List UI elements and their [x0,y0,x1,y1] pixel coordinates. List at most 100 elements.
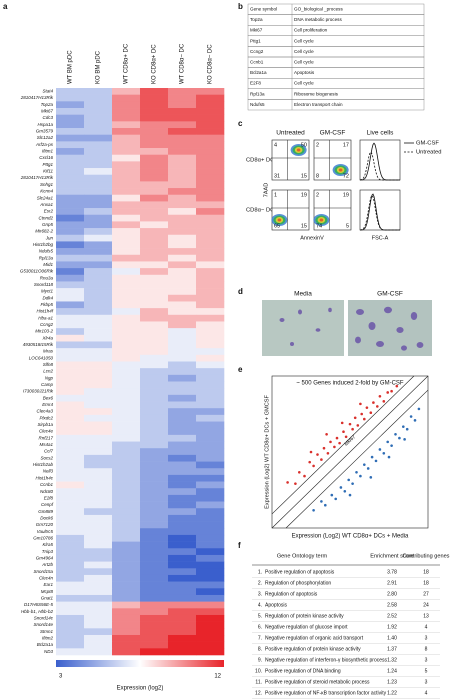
heatmap-cell [112,261,141,269]
heatmap-cell [112,634,141,642]
heatmap-cell [196,108,225,115]
heatmap-cell [196,401,225,409]
colorbar-label: Expression (log2) [117,686,164,692]
cell [355,336,361,344]
cells [279,306,424,351]
heatmap-cell [140,461,169,469]
scatter-point [363,463,366,466]
row-number: 3. [258,591,262,597]
gene-label: Vaultrc5 [37,529,54,534]
heatmap-cell [168,548,197,556]
heatmap-cell [140,221,169,229]
heatmap-cell [140,174,169,182]
quadrant-value: 2 [316,142,319,148]
heatmap-cell [168,328,197,336]
heatmap-cell [56,641,85,649]
gene-label: Ear1 [43,582,53,587]
heatmap-cell [84,321,113,329]
heatmap-cell [196,301,225,309]
heatmap-cell [196,414,225,422]
heatmap-cell [112,581,141,589]
heatmap-cell [196,374,225,382]
heatmap-cell [168,254,197,262]
heatmap-cell [112,474,141,482]
heatmap-cell [196,634,225,642]
heatmap-cell [196,554,225,562]
heatmap-cell [168,594,197,602]
heatmap-cell [140,641,169,649]
heatmap-cell [140,201,169,209]
histogram-frame [359,139,401,181]
gene-label: Kif11 [43,169,53,174]
axis-label: FSC-A [372,235,389,241]
panel-label: d [238,287,243,296]
gene-label: Fkbp5 [40,302,53,307]
gene-label: Gnat1 [41,595,54,600]
flow-condition: GM-CSF [320,130,346,137]
heatmap-cell [168,241,197,249]
heatmap-cell [84,141,113,149]
heatmap-cell [168,634,197,642]
scatter-point [344,435,348,439]
table-cell [247,35,425,47]
row-number: 11. [255,679,262,685]
table-header: Gene Ontology term [277,553,328,559]
gene-label: Gm10786 [33,535,53,540]
heatmap-cell [168,581,197,589]
axis-label: AnnexinV [300,235,324,241]
heatmap-cell [196,174,225,182]
heatmap-cell [196,228,225,236]
gene-label: Rnf217 [38,435,53,440]
scatter-point [320,500,323,503]
gene-label: Snhg1 [40,182,54,187]
heatmap-cell [112,294,141,302]
scatter-title: ~ 500 Genes induced 2-fold by GM-CSF [296,381,404,387]
heatmap-cell [140,281,169,289]
heatmap-cell [84,101,113,109]
heatmap-cell [140,214,169,222]
heatmap-cell [196,88,225,95]
heatmap-cell [84,194,113,202]
gene-label: Hba-a1 [38,315,53,320]
gene-label: D17H6S56E-5 [24,602,54,607]
quadrant-value: 8 [316,173,319,179]
scatter-point [369,411,373,415]
enrichment-score: 1.32 [387,657,397,663]
heatmap-cell [112,561,141,569]
fold-line [285,389,429,529]
heatmap-cell [56,128,85,135]
table-cell [247,67,425,79]
gene-label: Hist1h4c [35,475,53,480]
table-header: Contributing genes [403,553,450,559]
heatmap-cell [196,101,225,109]
heatmap-cell [56,521,85,529]
heatmap-cell [56,408,85,416]
heatmap-cell [56,401,85,409]
heatmap-cell [84,568,113,576]
enrichment-score: 1.92 [387,624,397,630]
scatter-point [308,460,312,464]
scatter-point [347,478,351,482]
gene-label: Snord14c [34,615,54,620]
heatmap-cell [84,288,113,296]
cell [396,327,404,333]
table-cell [247,99,425,111]
gene-label: Klra5 [42,542,53,547]
heatmap-cell [168,521,197,529]
heatmap-cell [84,394,113,402]
heatmap-cell [112,568,141,576]
heatmap-cell [112,554,141,562]
heatmap-cell [196,168,225,176]
heatmap-cell [196,94,225,102]
heatmap-cell [168,348,197,356]
scatter-point [370,455,374,459]
heatmap-cell [112,394,141,402]
heatmap-cell [140,134,169,142]
heatmap-cell [56,274,85,282]
scatter-point [372,401,375,404]
heatmap-cell [168,274,197,282]
micrograph-label: Media [294,291,312,298]
row-number: 7. [258,635,262,641]
heatmap-cell [196,481,225,489]
